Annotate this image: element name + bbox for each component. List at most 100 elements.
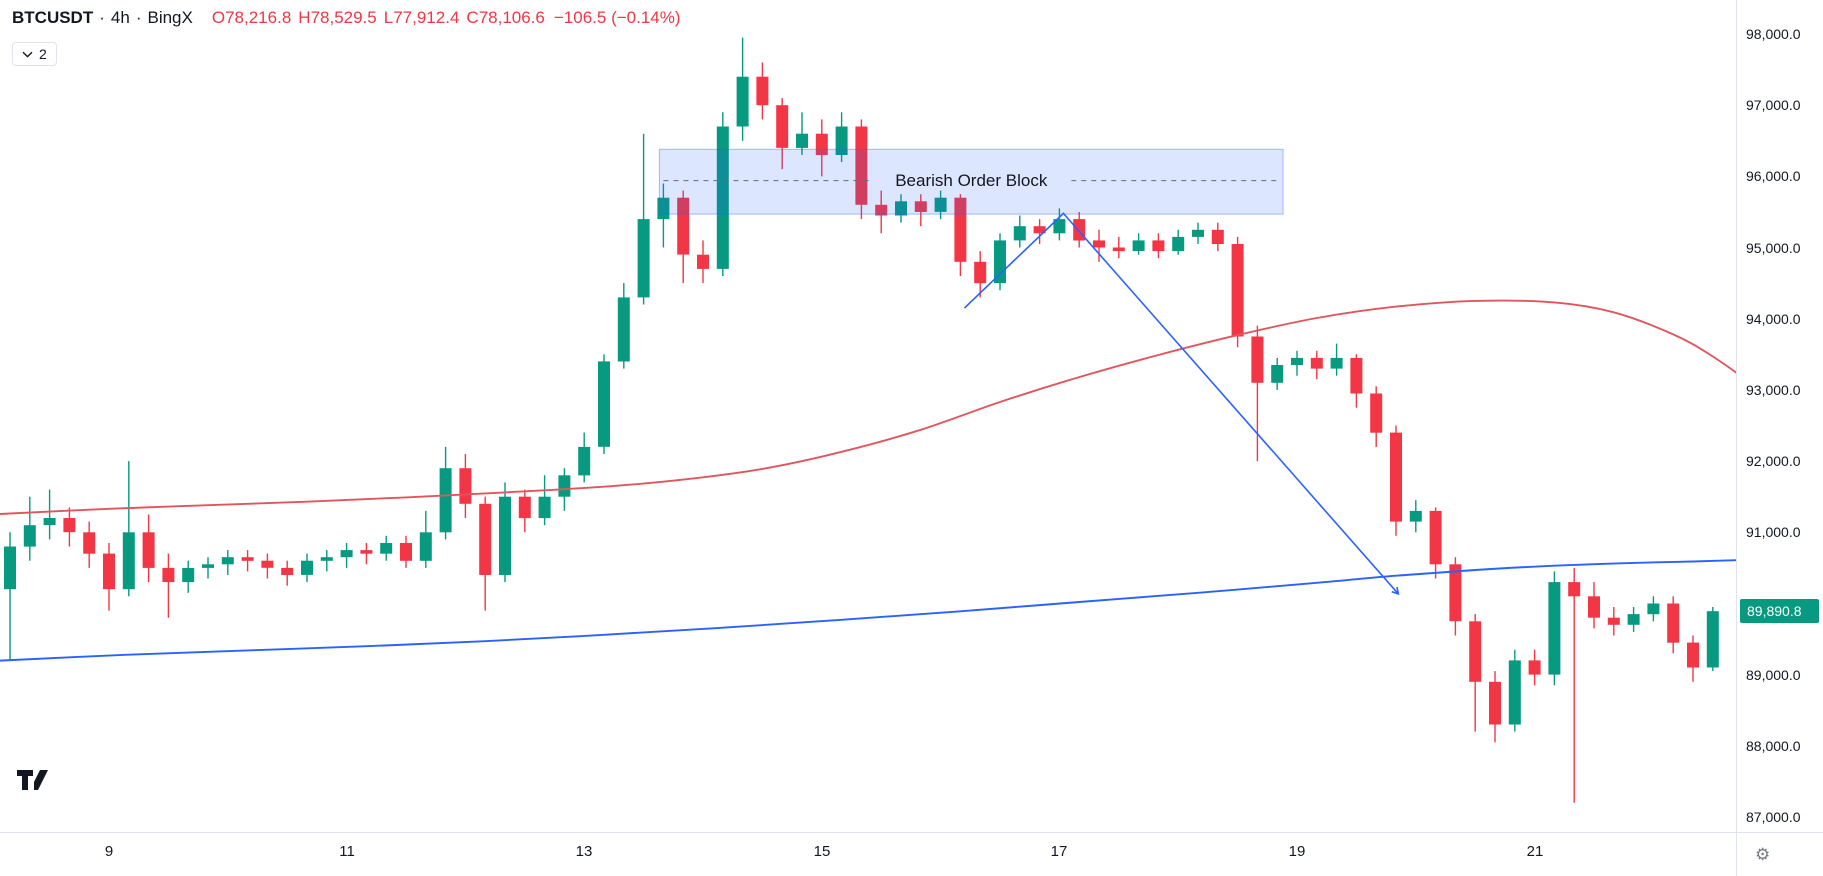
candle[interactable] [677,190,690,284]
candle[interactable] [1528,649,1541,686]
candle[interactable] [83,521,96,568]
candle[interactable] [815,119,828,177]
candle[interactable] [934,190,947,220]
candle[interactable] [1588,582,1600,629]
candle[interactable] [1508,649,1521,732]
price-axis-label: 91,000.0 [1746,524,1801,540]
candle[interactable] [1231,236,1244,348]
candle[interactable] [479,496,492,611]
order-block-rect[interactable] [658,148,1284,215]
candle[interactable] [538,475,551,526]
candle[interactable] [914,194,927,227]
candle[interactable] [1211,222,1224,252]
candle[interactable] [1607,607,1620,636]
candle[interactable] [637,133,650,305]
candle[interactable] [142,514,155,583]
candle[interactable] [1172,229,1185,255]
candle[interactable] [796,112,808,155]
candle[interactable] [241,550,254,572]
time-axis[interactable]: 9 11 13 15 17 19 21 [0,832,1736,876]
candle[interactable] [1706,607,1719,672]
candle[interactable] [1271,357,1284,390]
price-chart-canvas[interactable] [0,0,1736,832]
gear-icon[interactable]: ⚙ [1755,845,1771,864]
candle[interactable] [736,37,749,141]
candle[interactable] [122,461,135,597]
candle[interactable] [1093,229,1105,262]
candle[interactable] [697,240,709,284]
candle[interactable] [340,543,353,568]
candle[interactable] [657,183,670,248]
candle[interactable] [261,553,274,579]
tradingview-logo[interactable] [14,762,58,800]
candle[interactable] [954,194,967,276]
candle[interactable] [1251,325,1264,462]
candle[interactable] [598,354,610,454]
candle[interactable] [578,432,591,483]
order-block-label[interactable]: Bearish Order Block [895,170,1048,190]
trend-arrow[interactable] [963,212,1400,596]
candle[interactable] [1310,350,1323,380]
candle[interactable] [1330,343,1343,376]
candle[interactable] [716,112,729,276]
candle[interactable] [499,482,511,583]
candle[interactable] [1291,350,1303,376]
ma-line-red[interactable] [0,299,1736,515]
candle[interactable] [439,446,452,540]
candle[interactable] [43,489,56,540]
candle[interactable] [1469,614,1482,732]
candle[interactable] [1667,596,1680,654]
candle[interactable] [1192,222,1204,244]
candle[interactable] [1390,425,1402,536]
candle[interactable] [459,454,472,518]
candle[interactable] [518,489,531,533]
candle[interactable] [281,560,294,586]
candle[interactable] [895,194,907,223]
candle[interactable] [103,543,115,611]
candle[interactable] [1370,386,1383,447]
candle[interactable] [1409,500,1422,533]
candle[interactable] [4,532,16,661]
candle[interactable] [1013,215,1026,248]
candle[interactable] [617,283,630,369]
candle[interactable] [835,112,848,163]
candle[interactable] [301,553,313,583]
ma-line-blue[interactable] [0,559,1736,662]
candle[interactable] [320,550,333,572]
candle[interactable] [63,507,76,547]
candle[interactable] [875,190,888,234]
candle[interactable] [360,543,373,565]
candle[interactable] [1449,557,1462,636]
symbol-title[interactable]: BTCUSDT [12,8,94,27]
candle[interactable] [1687,635,1699,682]
interval-label[interactable]: 4h [110,8,130,27]
candle[interactable] [756,62,769,120]
candle[interactable] [1132,233,1145,255]
indicators-toggle-button[interactable]: 2 [12,42,57,66]
candle[interactable] [221,550,234,575]
candle[interactable] [1548,571,1561,686]
candle[interactable] [1429,507,1442,579]
candle[interactable] [1033,219,1046,244]
candle[interactable] [202,557,214,579]
price-axis[interactable]: 89,890.8 98,000.0 97,000.0 96,000.0 95,000.… [1736,0,1823,832]
candle[interactable] [1627,607,1640,632]
candle[interactable] [1489,671,1501,743]
candle[interactable] [994,233,1006,291]
candle[interactable] [23,496,36,561]
candle[interactable] [419,510,432,568]
candle[interactable] [1053,208,1066,241]
candle[interactable] [855,119,868,220]
candle[interactable] [1073,212,1086,248]
candle[interactable] [776,98,789,170]
candle[interactable] [182,560,195,593]
candle[interactable] [1350,354,1363,408]
candle[interactable] [162,553,175,618]
candle[interactable] [974,251,987,298]
candle[interactable] [380,535,393,561]
candle[interactable] [400,535,412,568]
candle[interactable] [1647,596,1660,622]
candle[interactable] [1152,233,1165,259]
candle[interactable] [1568,567,1581,803]
candle[interactable] [1112,236,1125,259]
